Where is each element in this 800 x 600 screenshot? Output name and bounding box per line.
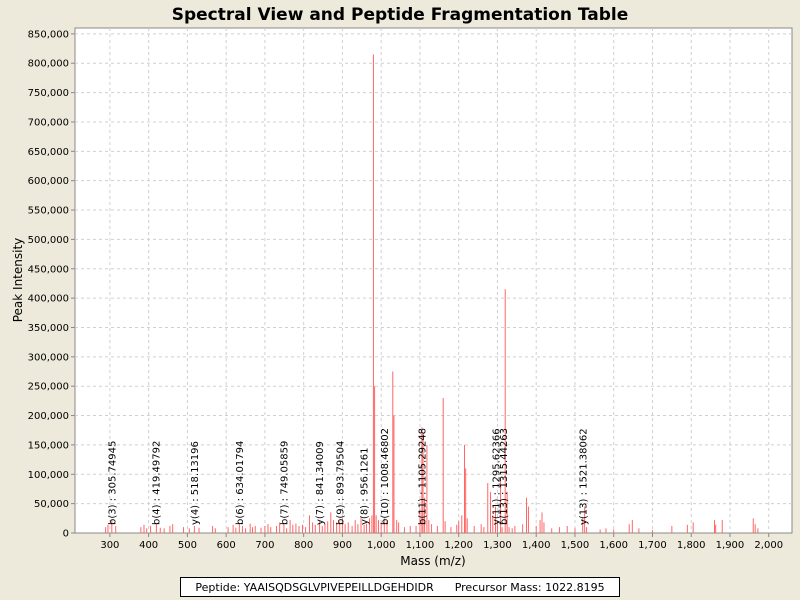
- fragment-label: b(7) : 749.05859: [279, 441, 290, 525]
- y-tick-label: 0: [63, 529, 69, 540]
- x-tick-label: 1,400: [522, 540, 551, 551]
- fragment-label: y(11) : 1295.62366: [491, 428, 502, 525]
- x-tick-label: 500: [178, 540, 197, 551]
- peak-series: [105, 54, 759, 533]
- x-tick-label: 1,300: [483, 540, 512, 551]
- y-tick-label: 100,000: [28, 470, 69, 481]
- x-tick-label: 700: [255, 540, 274, 551]
- grid: [75, 28, 792, 533]
- fragment-label: b(10) : 1008.46802: [380, 428, 391, 525]
- spectrum-chart: Spectral View and Peptide Fragmentation …: [11, 5, 793, 568]
- fragment-label: b(9) : 893.79504: [336, 441, 347, 525]
- y-tick-label: 450,000: [28, 264, 69, 275]
- fragment-label: b(4) : 419.49792: [152, 441, 163, 525]
- y-tick-label: 150,000: [28, 440, 69, 451]
- fragment-label: b(6) : 634.01794: [235, 441, 246, 525]
- fragment-label: b(13) : 1315.44263: [499, 428, 510, 525]
- x-tick-label: 400: [139, 540, 158, 551]
- fragment-label: b(11) : 1105.29248: [417, 428, 428, 525]
- y-tick-label: 50,000: [34, 499, 69, 510]
- fragment-label: b(3) : 305.74945: [108, 441, 119, 525]
- fragment-label: y(4) : 518.13196: [190, 441, 201, 525]
- x-tick-label: 2,000: [754, 540, 783, 551]
- y-tick-label: 350,000: [28, 323, 69, 334]
- x-axis: 300 400 500 600 700 800 900 1,000 1,100 1,200 1,30…: [100, 533, 783, 551]
- precursor-mass-label: Precursor Mass: 1022.8195: [454, 580, 605, 594]
- x-tick-label: 1,600: [599, 540, 628, 551]
- x-axis-label: Mass (m/z): [400, 554, 465, 568]
- y-tick-label: 500,000: [28, 235, 69, 246]
- x-tick-label: 1,000: [367, 540, 396, 551]
- peptide-label: Peptide: YAAISQDSGLVPIVEPEILLDGEHDIDR: [195, 580, 434, 594]
- y-tick-label: 300,000: [28, 352, 69, 363]
- x-tick-label: 800: [294, 540, 313, 551]
- fragment-label: y(7) : 841.34009: [315, 441, 326, 525]
- x-tick-label: 1,800: [677, 540, 706, 551]
- y-tick-label: 650,000: [28, 147, 69, 158]
- y-axis-label: Peak Intensity: [11, 238, 25, 323]
- fragment-label: y(13) : 1521.38062: [579, 428, 590, 525]
- y-tick-label: 800,000: [28, 59, 69, 70]
- x-tick-label: 900: [333, 540, 352, 551]
- y-tick-label: 200,000: [28, 411, 69, 422]
- x-tick-label: 300: [100, 540, 119, 551]
- y-tick-label: 600,000: [28, 176, 69, 187]
- chart-title: Spectral View and Peptide Fragmentation …: [172, 5, 629, 25]
- y-tick-label: 700,000: [28, 117, 69, 128]
- x-tick-label: 1,200: [444, 540, 473, 551]
- x-tick-label: 1,900: [716, 540, 745, 551]
- x-tick-label: 1,100: [406, 540, 435, 551]
- x-tick-label: 600: [217, 540, 236, 551]
- x-tick-label: 1,500: [561, 540, 590, 551]
- fragment-label: y(8) : 956.1261: [360, 447, 371, 525]
- y-tick-label: 750,000: [28, 88, 69, 99]
- x-tick-label: 1,700: [638, 540, 667, 551]
- y-tick-label: 550,000: [28, 206, 69, 217]
- y-tick-label: 400,000: [28, 294, 69, 305]
- y-axis: 0 50,000 100,000 150,000 200,000 250,000 300,0…: [28, 29, 75, 540]
- y-tick-label: 250,000: [28, 382, 69, 393]
- plot-area: [74, 27, 793, 534]
- peptide-info-box: Peptide: YAAISQDSGLVPIVEPEILLDGEHDIDR Pr…: [180, 577, 620, 597]
- fragment-annotations: b(3) : 305.74945 b(4) : 419.49792 y(4) : 5…: [108, 428, 590, 525]
- y-tick-label: 850,000: [28, 29, 69, 40]
